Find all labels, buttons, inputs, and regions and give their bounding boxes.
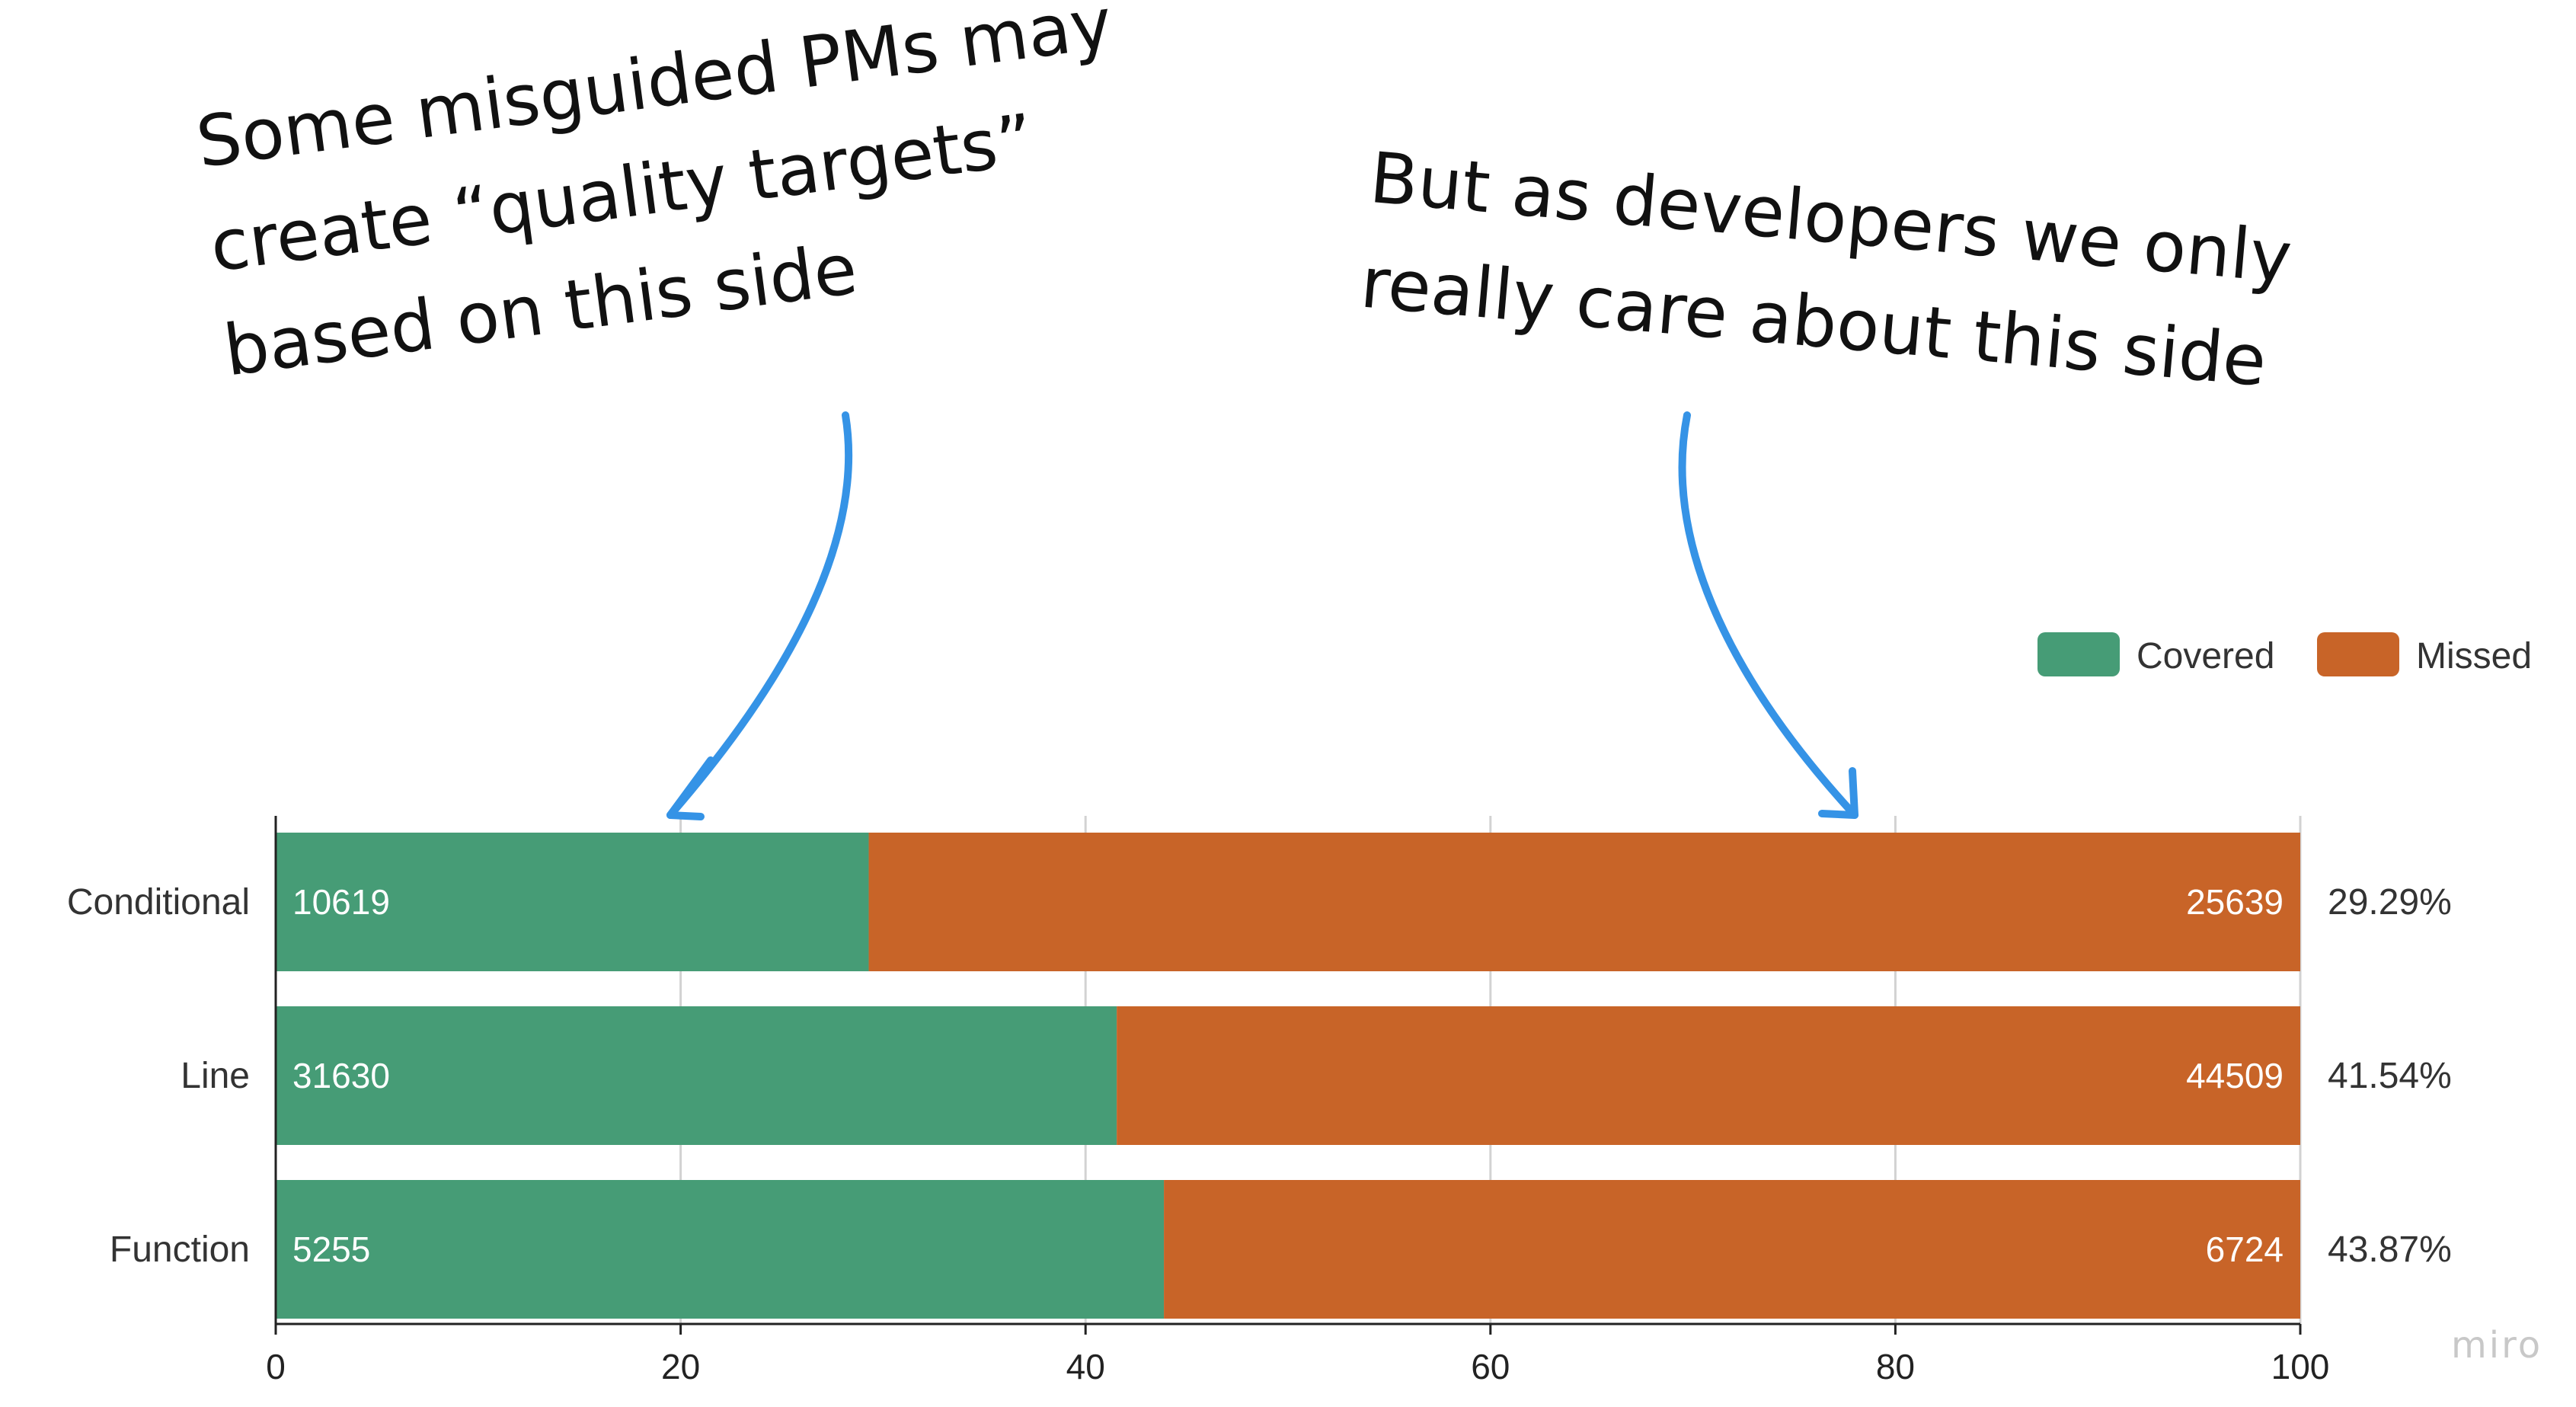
x-tick-label: 0 (266, 1347, 286, 1386)
bar-count-label: 5255 (292, 1230, 370, 1269)
x-tick-label: 20 (661, 1347, 700, 1386)
arrow-right-icon (1678, 411, 1858, 819)
category-label: Line (181, 1056, 250, 1096)
arrow-right-head-icon (1818, 767, 1858, 819)
legend-label: Missed (2416, 636, 2532, 676)
arrow-left-icon (666, 411, 853, 819)
category-label: Function (110, 1230, 250, 1270)
legend-label: Covered (2137, 636, 2274, 676)
legend-swatch-missed (2317, 632, 2399, 676)
percent-label: 43.87% (2328, 1230, 2452, 1270)
arrow-left-head-icon (666, 756, 714, 820)
bar-covered (276, 1180, 1165, 1319)
x-tick-label: 60 (1471, 1347, 1510, 1386)
percent-label: 29.29% (2328, 882, 2452, 923)
miro-watermark: miro (2451, 1324, 2543, 1367)
percent-label: 41.54% (2328, 1056, 2452, 1096)
bar-count-label: 10619 (292, 882, 390, 922)
bar-missed (868, 833, 2300, 971)
category-label: Conditional (67, 882, 250, 923)
bar-missed (1164, 1180, 2300, 1319)
x-tick-label: 80 (1876, 1347, 1915, 1386)
bar-missed (1117, 1006, 2300, 1145)
legend-swatch-covered (2037, 632, 2120, 676)
bar-count-label: 31630 (292, 1056, 390, 1095)
bar-count-label: 6724 (2206, 1230, 2284, 1269)
bar-count-label: 25639 (2186, 882, 2284, 922)
bar-count-label: 44509 (2186, 1056, 2284, 1095)
bar-covered (276, 1006, 1117, 1145)
bar-covered (276, 833, 869, 971)
x-tick-label: 100 (2271, 1347, 2330, 1386)
x-tick-label: 40 (1066, 1347, 1105, 1386)
